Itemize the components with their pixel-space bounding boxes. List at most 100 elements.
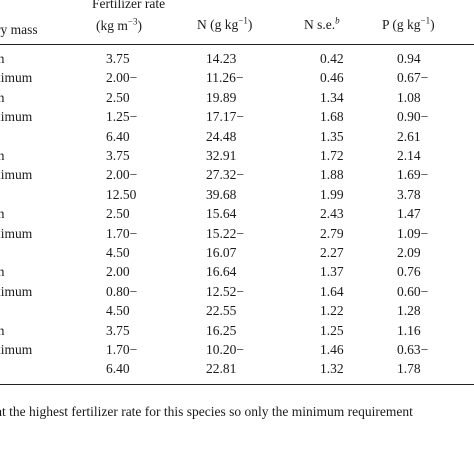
cell-fertilizer-rate: 6.40: [106, 128, 130, 144]
cell-n-se: 1.25: [320, 322, 344, 338]
table-footnote: at the highest fertilizer rate for this …: [0, 404, 413, 419]
cell-fertilizer-rate: 12.50: [106, 186, 137, 202]
table-row: m 3.75 32.91 1.72 2.14: [0, 148, 474, 168]
cell-fertilizer-rate: 2.00−: [106, 167, 138, 183]
cell-fertilizer-rate: 3.75: [106, 148, 130, 163]
cell-fertilizer-rate: 4.50: [106, 245, 130, 260]
cell-n-se: 1.37: [320, 264, 344, 280]
cell-p: 3.78: [397, 186, 421, 202]
cell-p: 1.69−: [397, 167, 429, 183]
cell-n: 22.81: [206, 361, 237, 377]
cell-n-se: 1.64: [320, 283, 344, 299]
cell-n: 24.48: [206, 128, 237, 144]
cell-p: 1.78: [397, 361, 421, 377]
cell-dry-mass: ximum: [0, 167, 33, 183]
cell-p: 1.47: [397, 206, 421, 222]
cell-dry-mass: m: [0, 206, 5, 222]
table-row: ximum 0.80− 12.52− 1.64 0.60−: [0, 284, 474, 304]
table-row: ximum 1.70− 10.20− 1.46 0.63−: [0, 342, 474, 362]
table-row: ximum 2.00− 27.32− 1.88 1.69−: [0, 167, 474, 187]
cell-dry-mass: m: [0, 90, 5, 106]
cell-n-se: 0.46: [320, 70, 344, 86]
table-row: ximum 2.00− 11.26− 0.46 0.67−: [0, 70, 474, 90]
cell-dry-mass: ximum: [0, 225, 33, 241]
table-row: m 2.50 19.89 1.34 1.08: [0, 90, 474, 110]
cell-n: 27.32−: [206, 167, 244, 183]
cell-p: 2.14: [397, 148, 421, 163]
cell-p: 1.08: [397, 89, 421, 105]
cell-p: 1.28: [397, 303, 421, 319]
header-fertilizer-rate-line2: (kg m−3): [96, 16, 142, 33]
cell-dry-mass: ximum: [0, 109, 33, 125]
header-p: P (g kg−1): [382, 15, 435, 32]
cell-fertilizer-rate: 3.75: [106, 322, 130, 338]
cell-fertilizer-rate: 2.00−: [106, 70, 138, 86]
cell-n: 16.64: [206, 264, 237, 280]
cell-n-se: 1.46: [320, 342, 344, 357]
cell-p: 0.94: [397, 51, 421, 66]
header-n-se: N s.e.b: [304, 15, 340, 32]
cell-p: 1.09−: [397, 225, 429, 241]
table-header: ry mass Fertilizer rate (kg m−3) N (g kg…: [0, 0, 474, 52]
cell-n-se: 1.22: [320, 303, 344, 319]
table-row: m 2.00 16.64 1.37 0.76: [0, 264, 474, 284]
header-rule: [0, 44, 474, 45]
cell-n-se: 1.34: [320, 89, 344, 105]
cell-p: 0.63−: [397, 342, 429, 357]
table-row: 6.40 24.48 1.35 2.61: [0, 129, 474, 149]
cell-fertilizer-rate: 3.75: [106, 51, 130, 66]
cell-n-se: 1.88: [320, 167, 344, 183]
cell-fertilizer-rate: 1.25−: [106, 109, 138, 125]
cell-n-se: 2.43: [320, 206, 344, 222]
table-row: 6.40 22.81 1.32 1.78: [0, 361, 474, 381]
cell-p: 1.16: [397, 322, 421, 338]
cell-fertilizer-rate: 2.50: [106, 89, 130, 105]
cell-fertilizer-rate: 6.40: [106, 361, 130, 377]
cell-n-se: 1.32: [320, 361, 344, 377]
header-fertilizer-rate-line1: Fertilizer rate: [92, 0, 166, 11]
cell-n: 19.89: [206, 89, 237, 105]
table-row: m 3.75 16.25 1.25 1.16: [0, 323, 474, 343]
cell-fertilizer-rate: 1.70−: [106, 342, 138, 357]
cell-n: 16.07: [206, 245, 237, 260]
cell-fertilizer-rate: 2.50: [106, 206, 130, 222]
cell-dry-mass: m: [0, 148, 5, 164]
cell-n-se: 0.42: [320, 51, 344, 66]
cell-n: 16.25: [206, 322, 237, 338]
cell-dry-mass: ximum: [0, 70, 33, 86]
table-row: 4.50 22.55 1.22 1.28: [0, 303, 474, 323]
cell-p: 0.76: [397, 264, 421, 280]
cell-n: 10.20−: [206, 342, 244, 357]
cell-n: 17.17−: [206, 109, 244, 125]
cell-n: 11.26−: [206, 70, 244, 86]
cell-fertilizer-rate: 1.70−: [106, 225, 138, 241]
cell-p: 0.60−: [397, 283, 429, 299]
cell-n: 39.68: [206, 186, 237, 202]
cell-n: 32.91: [206, 148, 237, 163]
cell-n: 12.52−: [206, 283, 244, 299]
cell-dry-mass: m: [0, 51, 5, 67]
cell-n-se: 2.79: [320, 225, 344, 241]
cell-fertilizer-rate: 4.50: [106, 303, 130, 319]
cell-p: 0.90−: [397, 109, 429, 125]
cell-dry-mass: ximum: [0, 283, 33, 299]
cell-n-se: 1.68: [320, 109, 344, 125]
cell-fertilizer-rate: 0.80−: [106, 283, 138, 299]
bottom-rule: [0, 384, 474, 385]
cell-p: 2.09: [397, 245, 421, 260]
table-row: 4.50 16.07 2.27 2.09: [0, 245, 474, 265]
header-dry-mass: ry mass: [0, 22, 38, 37]
table-row: m 2.50 15.64 2.43 1.47: [0, 206, 474, 226]
cell-n: 14.23: [206, 51, 237, 66]
cell-n: 15.22−: [206, 225, 244, 241]
table-row: m 3.75 14.23 0.42 0.94: [0, 51, 474, 71]
cell-fertilizer-rate: 2.00: [106, 264, 130, 280]
cell-dry-mass: m: [0, 264, 5, 280]
cell-n-se: 1.99: [320, 186, 344, 202]
header-n: N (g kg−1): [197, 15, 253, 32]
cell-n-se: 1.72: [320, 148, 344, 163]
table-row: ximum 1.70− 15.22− 2.79 1.09−: [0, 226, 474, 246]
cell-n-se: 1.35: [320, 128, 344, 144]
table-row: 12.50 39.68 1.99 3.78: [0, 187, 474, 207]
cell-dry-mass: ximum: [0, 342, 33, 357]
